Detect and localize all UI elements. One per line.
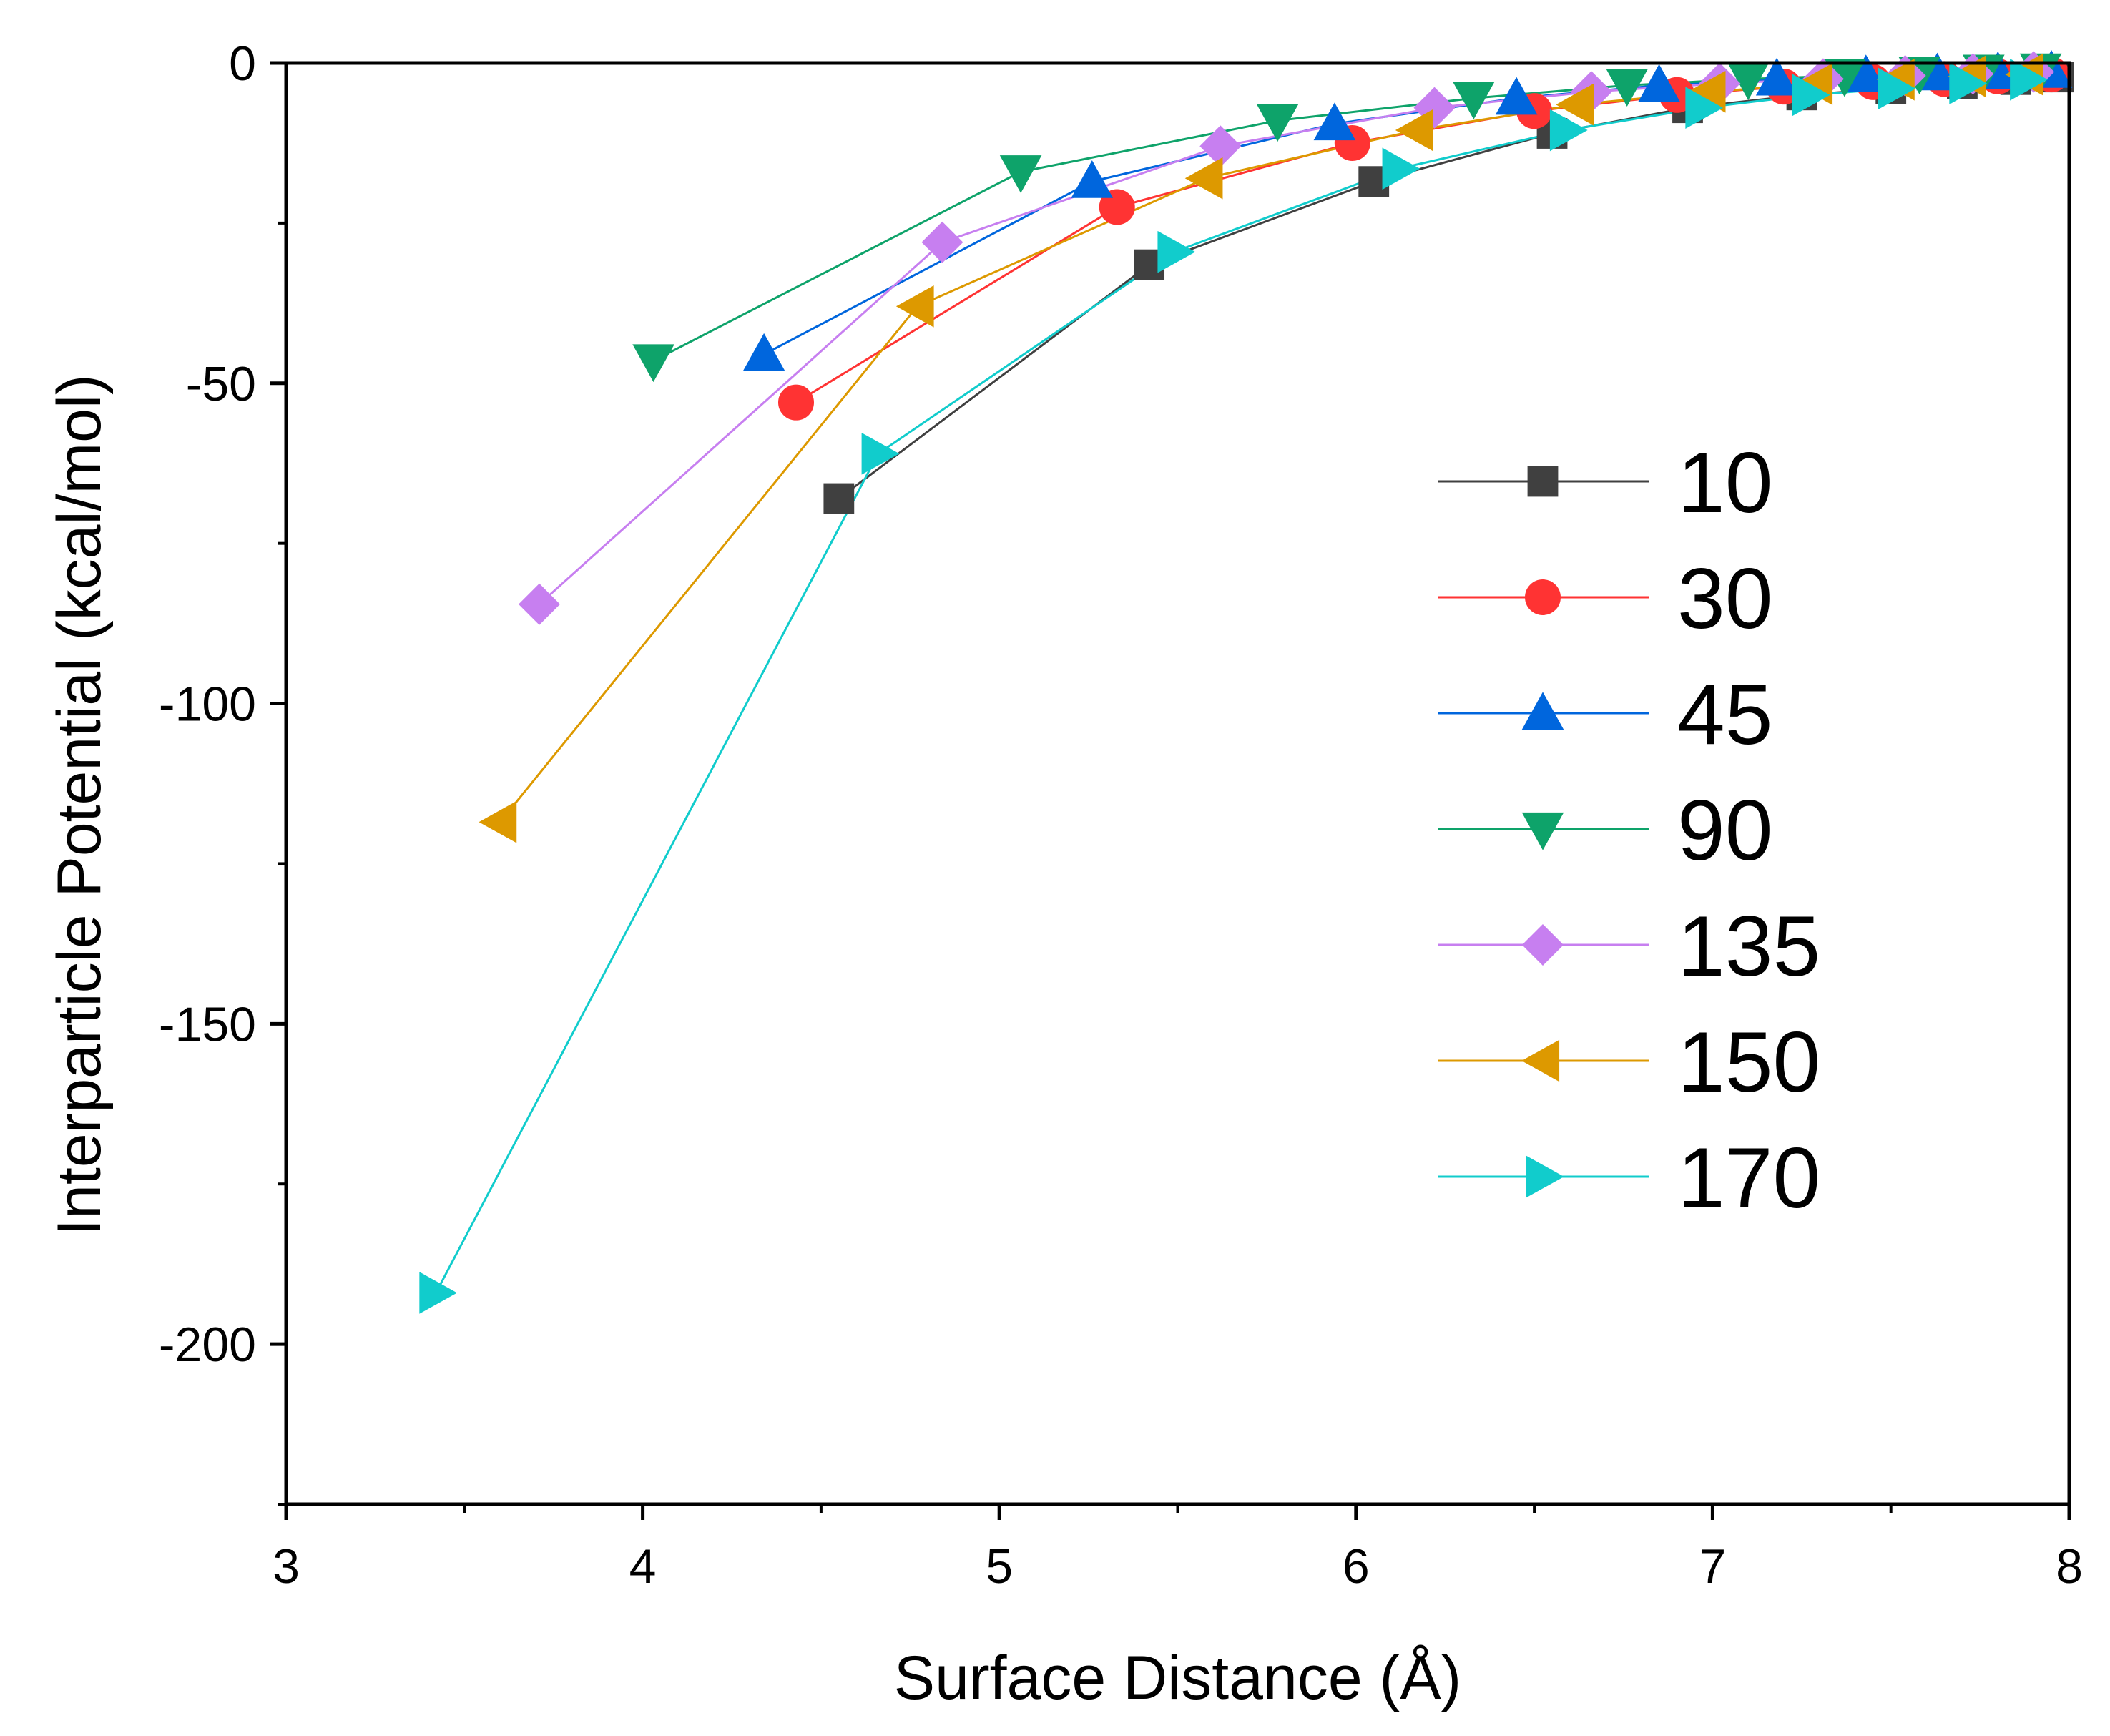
series-30-point [1099,189,1135,225]
legend: 10 30 45 90 135 150 170 [1438,435,1820,1226]
x-axis-title: Surface Distance (Å) [894,1644,1461,1712]
legend-marker-90 [1521,812,1564,850]
y-tick-label: -100 [159,677,256,732]
series-135-point [518,583,561,625]
axis-ticks [270,61,2071,1520]
series-45-point [1638,64,1680,102]
y-axis-title: Interparticle Potential (kcal/mol) [45,374,114,1235]
series-170-point [1549,109,1588,152]
legend-marker-45 [1521,692,1564,730]
series-170-point [1157,230,1196,273]
series-150-point [1395,109,1433,152]
legend-marker-150 [1521,1039,1560,1082]
series-170-point [419,1272,458,1314]
y-tick-label: -150 [159,997,256,1051]
x-tick-label: 8 [2056,1539,2083,1594]
legend-label-45: 45 [1677,667,1772,762]
legend-marker-30 [1525,579,1561,615]
legend-marker-10 [1527,466,1559,497]
plot-frame [284,61,2071,1506]
series-45-point [742,333,785,371]
legend-marker-135 [1521,923,1564,966]
series-170-point [1878,67,1916,110]
legend-label-30: 30 [1677,551,1772,647]
x-tick-label: 3 [273,1539,300,1594]
legend-label-170: 170 [1677,1130,1820,1226]
x-tick-label: 4 [629,1539,657,1594]
series-45-point [1313,102,1356,141]
series-170-point [1949,62,1988,104]
y-tick-label: -200 [159,1318,256,1372]
series-90-point [1453,82,1495,119]
series-90-point [1256,104,1299,142]
series-45-point [1495,77,1538,115]
series-170-point [861,432,900,475]
series-90-point [632,344,674,383]
series-135-point [921,221,963,263]
y-tick-labels: 0 -50 -100 -150 -200 [159,36,256,1372]
series-170-point [1382,147,1420,190]
series-150-point [479,800,517,843]
legend-label-10: 10 [1677,435,1772,531]
series-line-170 [435,78,2027,1294]
series-line-150 [499,73,2027,823]
y-tick-label: -50 [186,357,256,411]
series-170-point [2010,58,2048,101]
series-150-point [1556,83,1594,126]
x-tick-label: 7 [1699,1539,1726,1594]
x-tick-labels: 3 4 5 6 7 8 [273,1539,2083,1594]
series-150-point [1184,157,1223,200]
series-line-90 [652,69,2041,362]
x-tick-label: 6 [1343,1539,1370,1594]
legend-label-90: 90 [1677,783,1772,878]
series-170-point [1792,74,1830,117]
series-150-point [895,285,934,328]
x-tick-label: 5 [986,1539,1013,1594]
series-line-10 [838,76,2059,500]
legend-label-150: 150 [1677,1014,1820,1110]
legend-label-135: 135 [1677,898,1820,994]
series-30-point [777,384,814,421]
y-tick-label: 0 [229,36,256,91]
series-45-point [1071,160,1114,198]
series-line-45 [763,70,2052,355]
series-10-point [823,483,855,514]
series-90-point [999,155,1042,193]
legend-marker-170 [1526,1155,1564,1198]
plot-markers [419,49,2074,1314]
series-170-point [1685,87,1724,129]
series-45-point [1755,57,1798,96]
series-90-point [1606,69,1649,107]
